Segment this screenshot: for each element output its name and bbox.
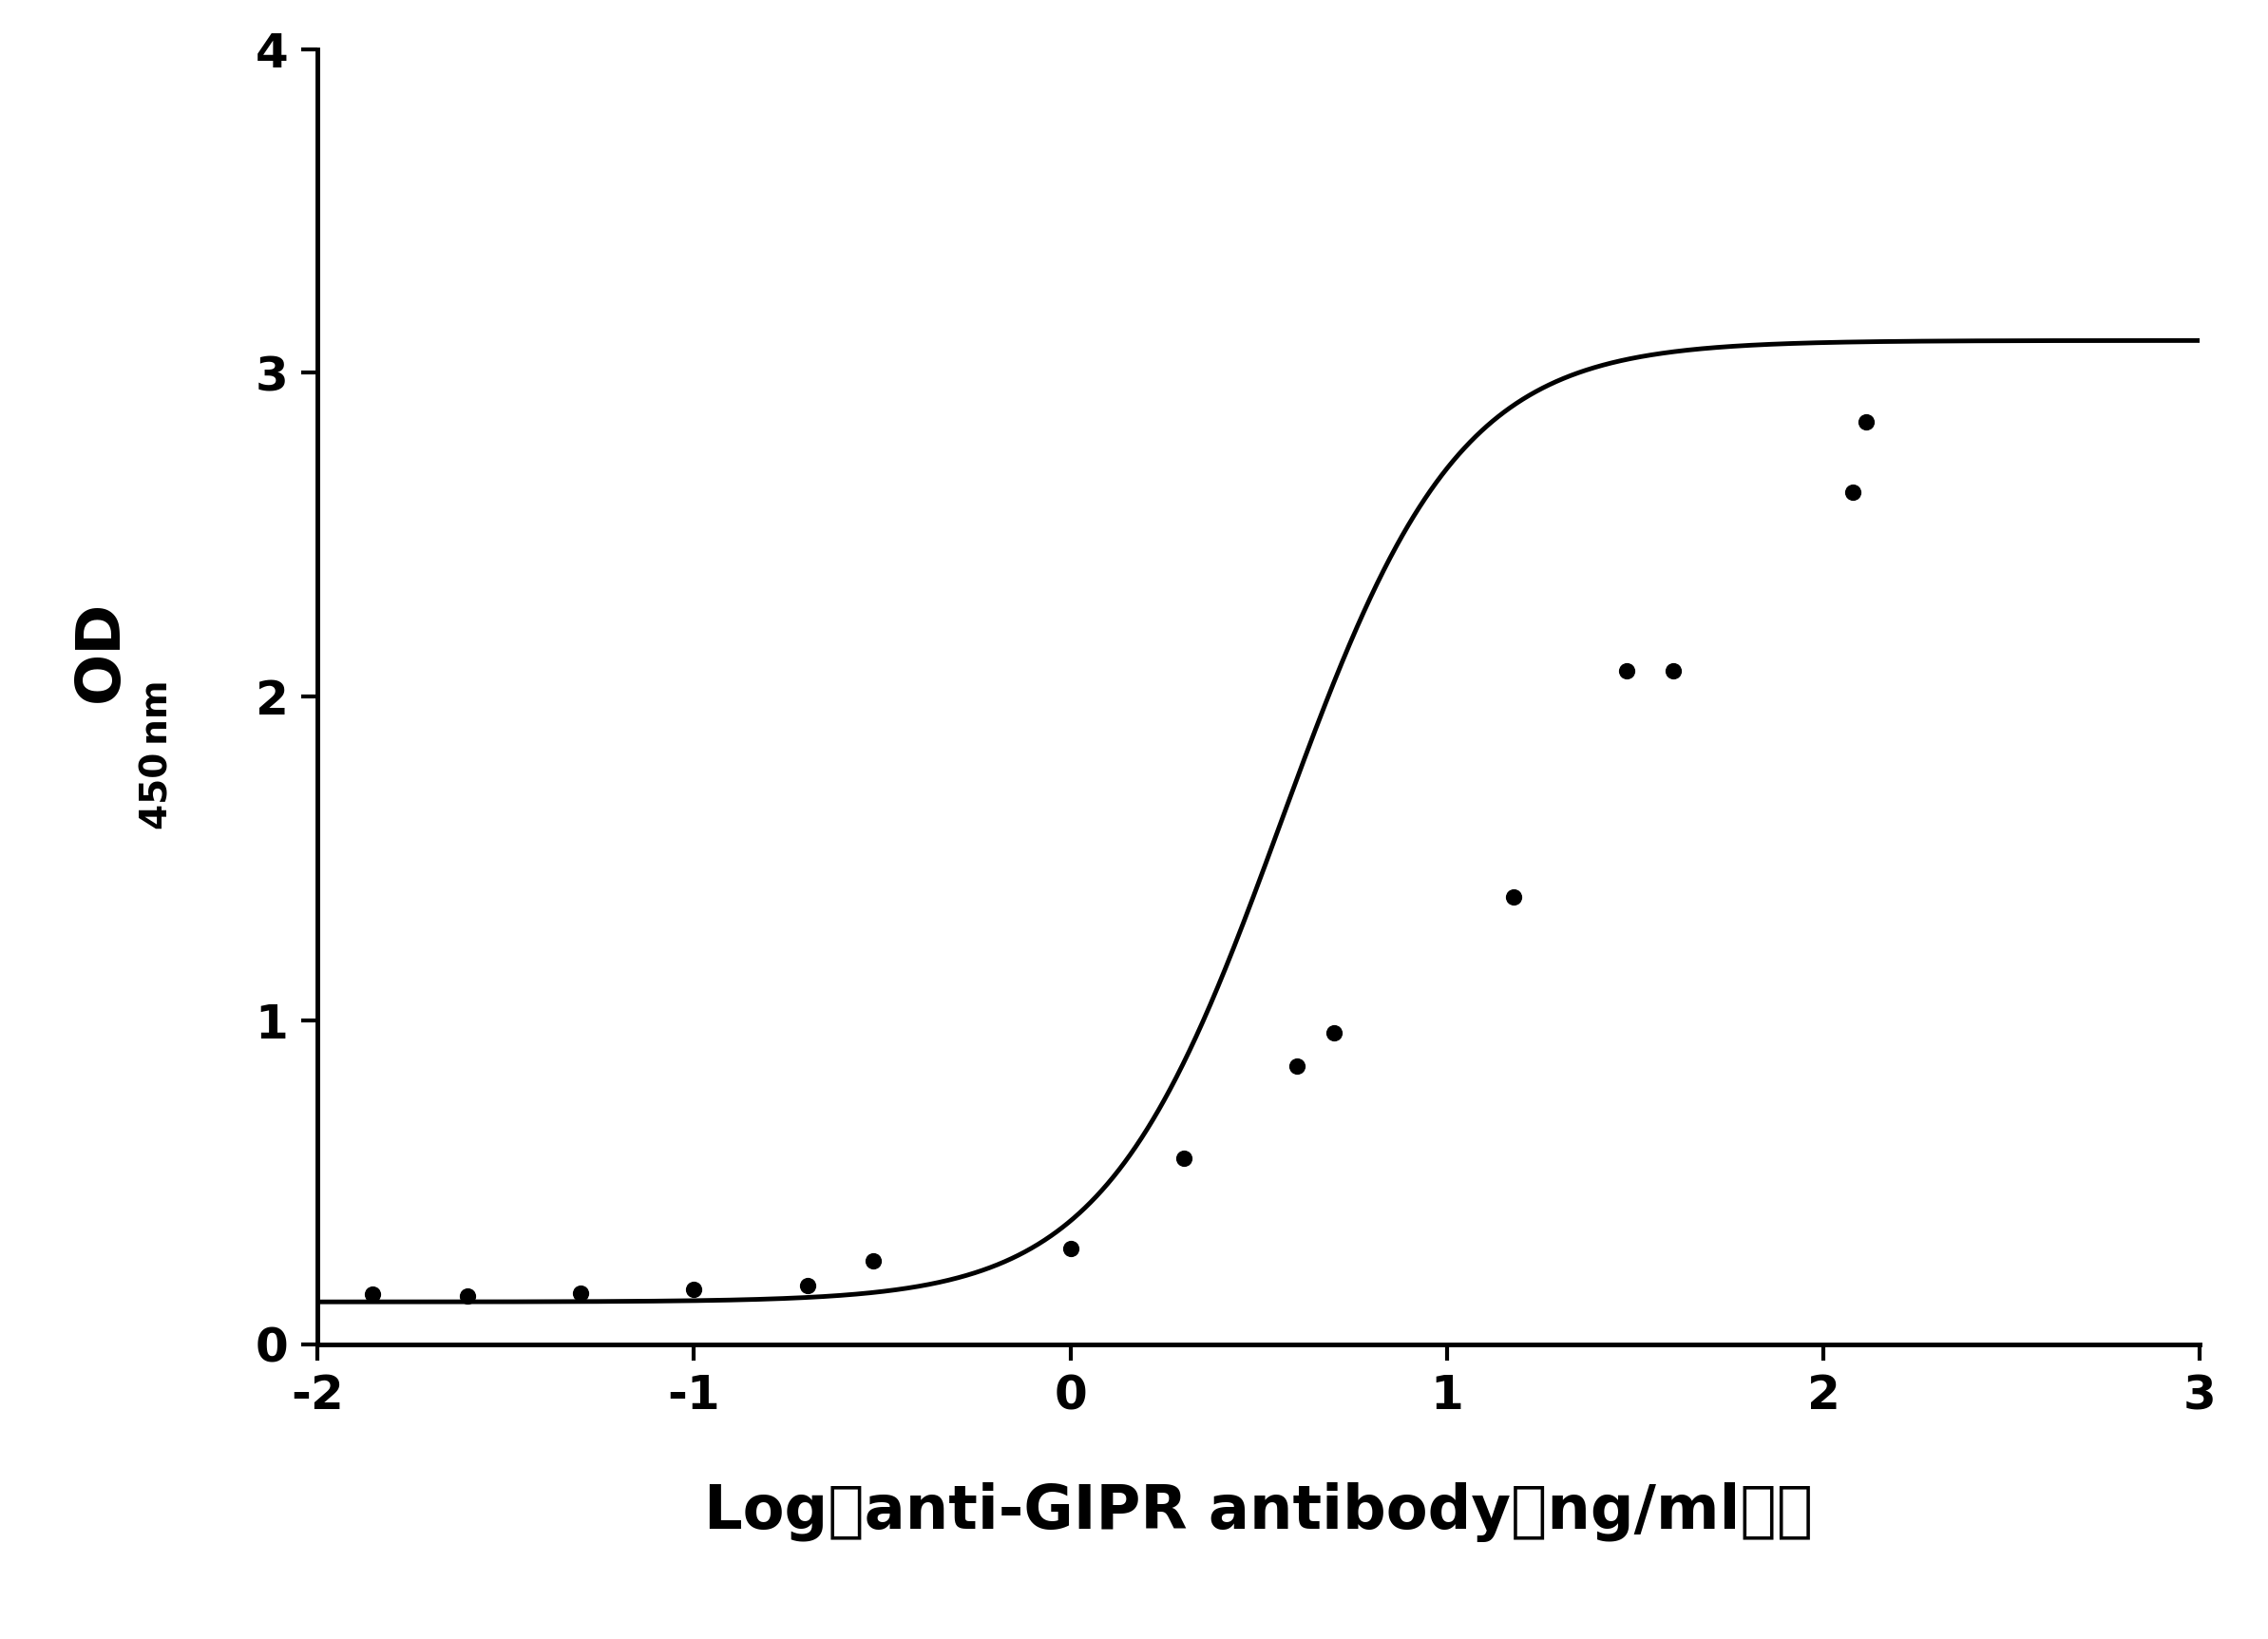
Point — [1495, 883, 1531, 910]
Point — [354, 1280, 390, 1306]
Point — [1315, 1019, 1352, 1046]
Point — [1279, 1052, 1315, 1078]
Text: OD: OD — [73, 600, 132, 701]
Point — [1835, 480, 1871, 506]
Point — [676, 1275, 712, 1301]
Point — [1656, 657, 1692, 683]
Point — [1166, 1144, 1202, 1170]
Point — [855, 1247, 891, 1274]
Point — [1052, 1236, 1089, 1262]
Text: 450 nm: 450 nm — [138, 680, 175, 829]
Text: Log（anti-GIPR antibody（ng/ml））: Log（anti-GIPR antibody（ng/ml）） — [705, 1482, 1812, 1542]
Point — [1608, 657, 1644, 683]
Point — [789, 1272, 826, 1298]
Point — [1848, 408, 1885, 434]
Point — [449, 1283, 485, 1310]
Point — [562, 1280, 599, 1306]
